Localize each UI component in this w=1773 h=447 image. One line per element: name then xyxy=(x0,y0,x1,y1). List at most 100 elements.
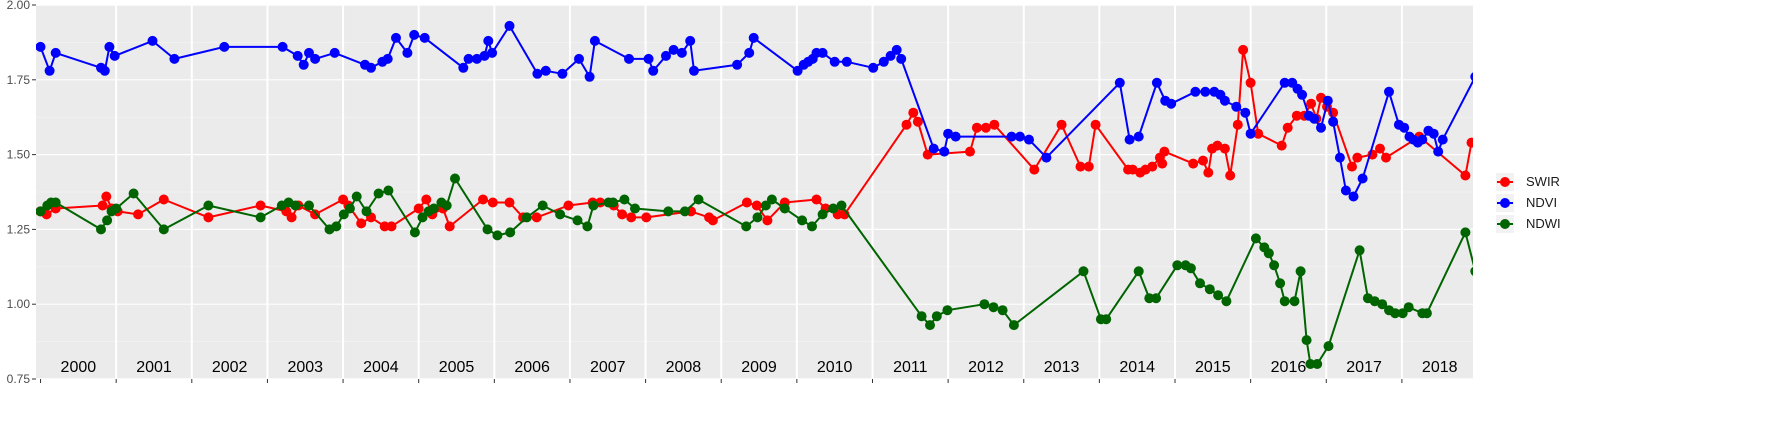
data-point xyxy=(744,47,755,58)
data-point xyxy=(1253,128,1264,139)
data-point xyxy=(693,194,704,205)
data-point xyxy=(1219,143,1230,154)
data-point xyxy=(817,209,828,220)
data-point xyxy=(521,212,532,223)
data-point xyxy=(1328,116,1339,127)
data-point xyxy=(1347,161,1357,172)
data-point xyxy=(916,311,927,322)
data-point xyxy=(1279,77,1290,88)
data-point xyxy=(292,50,303,61)
data-point xyxy=(619,194,630,205)
legend-key-point xyxy=(1500,219,1510,229)
data-point xyxy=(925,320,935,331)
data-point xyxy=(361,206,372,217)
data-point xyxy=(689,65,699,76)
data-point xyxy=(1470,266,1473,276)
data-point xyxy=(760,200,771,211)
data-point xyxy=(648,65,659,76)
data-point xyxy=(1417,134,1428,145)
data-point xyxy=(1375,143,1385,154)
data-point xyxy=(943,128,954,139)
data-point xyxy=(891,44,902,55)
data-point xyxy=(817,47,828,58)
data-point xyxy=(965,146,975,157)
data-point xyxy=(255,212,266,223)
data-point xyxy=(482,224,493,235)
data-point xyxy=(748,32,759,43)
y-tick-label: 0.75 xyxy=(7,372,31,386)
data-point xyxy=(1269,260,1280,271)
data-point xyxy=(1015,131,1025,142)
data-point xyxy=(304,200,314,211)
data-point xyxy=(1190,86,1201,97)
year-label: 2005 xyxy=(439,359,475,376)
data-point xyxy=(1381,152,1391,163)
data-point xyxy=(1289,296,1300,307)
data-point xyxy=(1282,122,1293,133)
data-point xyxy=(1535,129,1545,139)
data-point xyxy=(383,185,394,196)
data-point xyxy=(676,47,687,58)
data-point xyxy=(608,197,619,208)
data-point xyxy=(504,20,515,31)
y-tick-label: 1.75 xyxy=(7,73,31,87)
data-point xyxy=(419,32,430,43)
data-point xyxy=(1390,308,1401,319)
year-label: 2002 xyxy=(212,359,248,376)
data-point xyxy=(203,200,214,211)
data-point xyxy=(1483,293,1493,303)
data-point xyxy=(1433,146,1444,157)
data-point xyxy=(104,41,115,52)
data-point xyxy=(366,62,376,73)
data-point xyxy=(1221,296,1232,307)
data-point xyxy=(1460,170,1471,181)
legend-label: SWIR xyxy=(1526,174,1560,189)
data-point xyxy=(574,53,584,64)
data-point xyxy=(1504,299,1514,309)
data-point xyxy=(997,305,1008,316)
data-point xyxy=(1470,72,1473,82)
data-point xyxy=(588,200,599,211)
data-point xyxy=(572,215,583,226)
data-point xyxy=(971,122,982,133)
data-point xyxy=(1460,227,1471,238)
data-point xyxy=(1188,158,1199,169)
data-point xyxy=(979,299,990,310)
data-point xyxy=(409,29,420,40)
data-point xyxy=(1530,132,1540,142)
year-label: 2016 xyxy=(1271,359,1307,376)
data-point xyxy=(988,302,999,313)
data-point xyxy=(1399,122,1410,133)
year-label: 2017 xyxy=(1346,359,1382,376)
data-point xyxy=(792,65,803,76)
data-point xyxy=(310,53,321,64)
data-point xyxy=(1513,335,1523,345)
data-point xyxy=(36,41,46,52)
data-point xyxy=(1491,299,1501,309)
year-label: 2015 xyxy=(1195,359,1231,376)
data-point xyxy=(1354,245,1365,256)
data-point xyxy=(1507,141,1517,151)
data-point xyxy=(1147,161,1158,172)
data-point xyxy=(391,32,401,43)
data-point xyxy=(290,200,301,211)
data-point xyxy=(779,203,790,214)
data-point xyxy=(1466,137,1473,148)
data-point xyxy=(885,50,896,61)
data-point xyxy=(807,221,817,232)
data-point xyxy=(386,221,397,232)
data-point xyxy=(1101,314,1112,325)
data-point xyxy=(841,56,852,67)
data-point xyxy=(479,50,490,61)
data-point xyxy=(1200,86,1211,97)
data-point xyxy=(1309,113,1320,124)
data-point xyxy=(1133,131,1144,142)
data-point xyxy=(1114,77,1125,88)
data-point xyxy=(1133,266,1144,277)
data-point xyxy=(1263,248,1274,259)
data-point xyxy=(828,203,839,214)
data-point xyxy=(1537,144,1547,154)
data-point xyxy=(50,47,61,58)
data-point xyxy=(1295,266,1306,277)
